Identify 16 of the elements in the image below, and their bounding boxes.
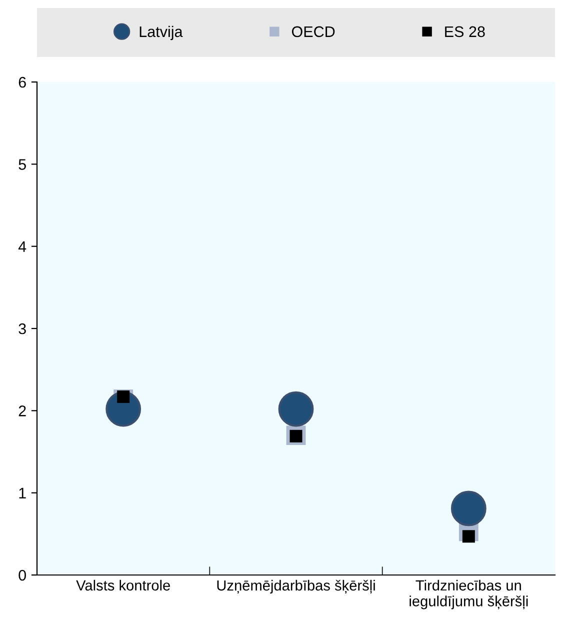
y-tick-label: 1 [19, 488, 26, 498]
y-tick-label: 4 [18, 241, 26, 252]
y-tick-label: 6 [18, 76, 26, 88]
legend-label: Latvija [140, 26, 183, 40]
point [450, 490, 486, 526]
y-tick-label: 3 [18, 323, 26, 334]
y-tick-label: 0 [18, 570, 26, 581]
y-tick-label: 2 [18, 406, 26, 416]
legend-label: OECD [292, 26, 335, 38]
legend-label: ES 28 [445, 26, 485, 38]
x-tick-label: Valsts kontrole [76, 580, 170, 591]
point [278, 391, 314, 427]
x-tick-label: Uzņēmējdarbības šķēršļi [217, 580, 375, 594]
point [117, 390, 130, 403]
y-tick-label: 5 [18, 159, 26, 170]
x-tick-label: Tirdzniecības un ieguldījumu šķēršļi [410, 580, 528, 610]
